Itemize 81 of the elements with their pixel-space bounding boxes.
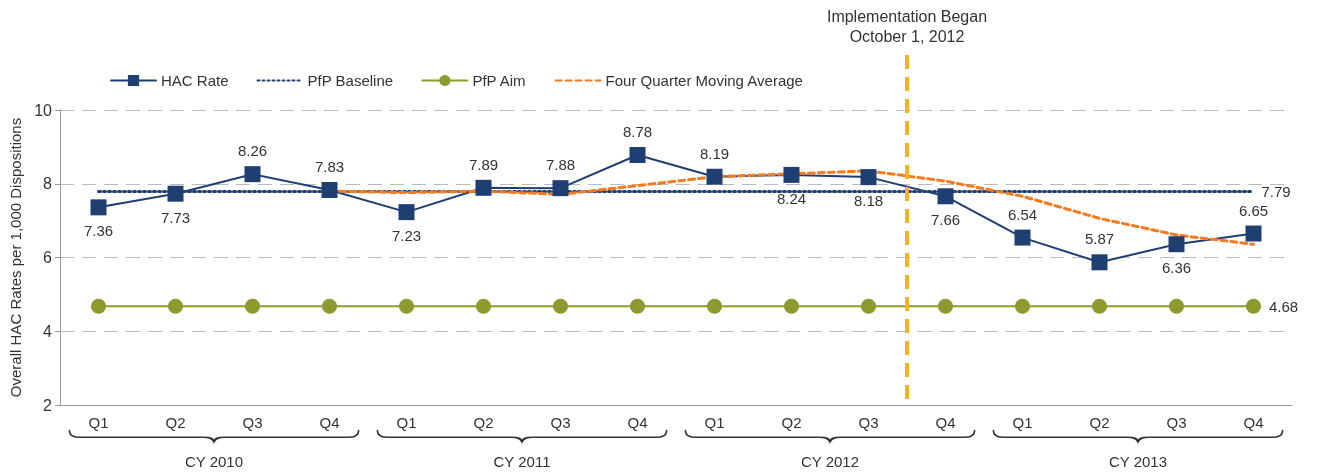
data-label: 8.19 bbox=[699, 144, 730, 162]
legend-label: PfP Aim bbox=[472, 72, 526, 89]
point bbox=[475, 179, 492, 196]
data-label: 6.65 bbox=[1238, 201, 1269, 219]
legend-label: Four Quarter Moving Average bbox=[605, 72, 803, 89]
point bbox=[168, 298, 183, 314]
data-label: 7.23 bbox=[391, 227, 422, 245]
x-tick-label: Q2 bbox=[781, 414, 802, 431]
point bbox=[552, 180, 569, 197]
x-tick-label: Q1 bbox=[88, 414, 109, 431]
point bbox=[1015, 298, 1030, 314]
text: CY 2012 bbox=[800, 453, 860, 470]
point bbox=[1169, 298, 1184, 314]
point bbox=[1168, 236, 1185, 253]
data-label: 8.24 bbox=[776, 189, 807, 207]
point bbox=[1091, 254, 1108, 271]
legend-label: PfP Baseline bbox=[307, 72, 394, 89]
data-label: 7.83 bbox=[314, 158, 345, 176]
x-tick-label: Q2 bbox=[165, 414, 186, 431]
y-tick-label: 8 bbox=[43, 175, 53, 193]
data-label: 7.88 bbox=[545, 156, 576, 174]
point bbox=[784, 298, 799, 314]
point bbox=[630, 298, 645, 314]
x-tick-label: Q4 bbox=[935, 414, 956, 431]
y-tick-label: 2 bbox=[43, 396, 53, 414]
point bbox=[321, 182, 338, 199]
x-tick-label: Q1 bbox=[396, 414, 417, 431]
x-tick-label: Q3 bbox=[1166, 414, 1187, 431]
text: CY 2013 bbox=[1108, 453, 1168, 470]
text: Implementation Began October 1, 2012 bbox=[826, 8, 988, 45]
data-label: 5.87 bbox=[1084, 230, 1115, 248]
point bbox=[783, 166, 800, 183]
point bbox=[629, 146, 646, 163]
data-label: 7.66 bbox=[930, 211, 961, 229]
x-tick-label: Q4 bbox=[627, 414, 648, 431]
x-tick-label: Q4 bbox=[1243, 414, 1264, 431]
data-label: 8.78 bbox=[622, 122, 653, 140]
point bbox=[1245, 225, 1262, 242]
y-tick-label: 4 bbox=[43, 322, 53, 340]
point bbox=[1246, 298, 1261, 314]
y-tick-label: 6 bbox=[43, 249, 53, 266]
data-label: 8.26 bbox=[237, 142, 268, 160]
x-tick-label: Q3 bbox=[242, 414, 263, 431]
data-label: 4.68 bbox=[1269, 297, 1299, 315]
point bbox=[938, 298, 953, 314]
data-label: 6.36 bbox=[1161, 259, 1192, 277]
point bbox=[1092, 298, 1107, 314]
x-tick-label: Q1 bbox=[1012, 414, 1033, 431]
x-tick-label: Q4 bbox=[319, 414, 340, 431]
point bbox=[90, 199, 107, 216]
data-label: 8.18 bbox=[853, 192, 884, 210]
y-tick-label: 10 bbox=[34, 101, 53, 119]
point bbox=[476, 298, 491, 314]
point bbox=[398, 204, 415, 221]
point bbox=[245, 298, 260, 314]
point bbox=[706, 168, 723, 185]
data-label: 6.54 bbox=[1007, 205, 1038, 223]
point bbox=[553, 298, 568, 314]
point bbox=[707, 298, 722, 314]
x-tick-label: Q3 bbox=[858, 414, 879, 431]
text: CY 2011 bbox=[493, 453, 551, 470]
data-label: 7.73 bbox=[160, 208, 191, 226]
data-label: 7.36 bbox=[83, 222, 114, 240]
point bbox=[1014, 229, 1031, 246]
point bbox=[937, 188, 954, 205]
point bbox=[167, 185, 184, 202]
data-label: 7.89 bbox=[468, 155, 499, 173]
data-label: 7.79 bbox=[1261, 182, 1291, 200]
x-tick-label: Q2 bbox=[1089, 414, 1110, 431]
point bbox=[91, 298, 106, 314]
point bbox=[860, 169, 877, 186]
y-axis-title: Overall HAC Rates per 1,000 Dispositions bbox=[7, 117, 25, 398]
point bbox=[244, 166, 261, 183]
x-tick-label: Q1 bbox=[704, 414, 725, 431]
point bbox=[861, 298, 876, 314]
text: CY 2010 bbox=[184, 453, 244, 470]
x-tick-label: Q2 bbox=[473, 414, 494, 431]
point bbox=[399, 298, 414, 314]
x-tick-label: Q3 bbox=[550, 414, 571, 431]
legend-label: HAC Rate bbox=[161, 72, 229, 89]
point bbox=[322, 298, 337, 314]
